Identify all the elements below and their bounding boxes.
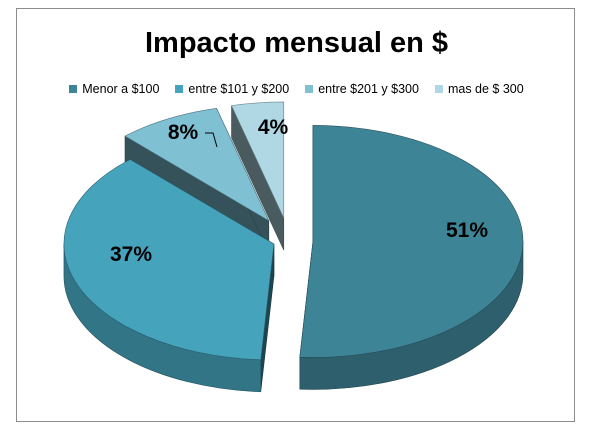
legend-item-101-200: entre $101 y $200 xyxy=(175,82,289,96)
data-label-201-300: 8% xyxy=(168,121,199,144)
pie-slice-top-menor-100 xyxy=(299,125,524,358)
legend-item-201-300: entre $201 y $300 xyxy=(305,82,419,96)
chart-frame: Impacto mensual en $ Menor a $100 entre … xyxy=(16,8,575,422)
pie-chart-plot: 51% 37% 8% 4% xyxy=(63,101,524,393)
legend-item-mas-300: mas de $ 300 xyxy=(434,82,524,96)
data-label-menor-100: 51% xyxy=(446,219,488,242)
legend-label-menor-100: Menor a $100 xyxy=(82,82,160,96)
legend-swatch-201-300 xyxy=(305,85,314,93)
data-label-mas-300: 4% xyxy=(258,116,289,139)
pie-slice-menor-100 xyxy=(299,125,524,390)
chart-title: Impacto mensual en $ xyxy=(145,27,448,59)
pie-slice-101-200 xyxy=(63,158,275,393)
legend-swatch-menor-100 xyxy=(69,85,78,93)
legend-swatch-101-200 xyxy=(175,85,184,93)
chart-legend: Menor a $100 entre $101 y $200 entre $20… xyxy=(17,82,576,96)
legend-label-201-300: entre $201 y $300 xyxy=(318,82,419,96)
pie-slice-mas-300 xyxy=(231,101,285,251)
legend-item-menor-100: Menor a $100 xyxy=(69,82,159,96)
leader-line-201-300 xyxy=(205,132,218,148)
pie-slice-top-101-200 xyxy=(63,159,275,361)
pie-slice-top-201-300 xyxy=(124,107,270,222)
legend-label-mas-300: mas de $ 300 xyxy=(447,82,524,96)
legend-swatch-mas-300 xyxy=(434,85,443,93)
data-label-101-200: 37% xyxy=(110,243,152,266)
legend-label-101-200: entre $101 y $200 xyxy=(188,82,290,96)
pie-slice-top-mas-300 xyxy=(231,101,285,219)
